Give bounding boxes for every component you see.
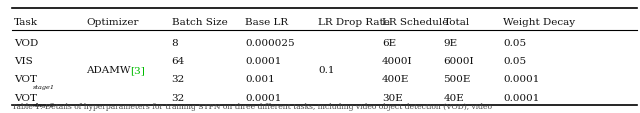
Text: Total: Total xyxy=(444,18,470,27)
Text: Optimizer: Optimizer xyxy=(86,18,139,27)
Text: 6E: 6E xyxy=(382,39,396,47)
Text: 9E: 9E xyxy=(444,39,458,47)
Text: Batch Size: Batch Size xyxy=(172,18,227,27)
Text: stage1: stage1 xyxy=(33,84,55,89)
Text: 0.0001: 0.0001 xyxy=(245,57,282,65)
Text: 400E: 400E xyxy=(382,75,410,84)
Text: 0.1: 0.1 xyxy=(318,66,335,74)
Text: VOD: VOD xyxy=(14,39,38,47)
Text: LR Schedule: LR Schedule xyxy=(382,18,449,27)
Text: 0.001: 0.001 xyxy=(245,75,275,84)
Text: [3]: [3] xyxy=(130,66,145,74)
Text: 0.05: 0.05 xyxy=(503,39,526,47)
Text: Base LR: Base LR xyxy=(245,18,288,27)
Text: 4000I: 4000I xyxy=(382,57,413,65)
Text: 32: 32 xyxy=(172,93,185,102)
Text: 8: 8 xyxy=(172,39,178,47)
Text: 0.0001: 0.0001 xyxy=(245,93,282,102)
Text: VIS: VIS xyxy=(14,57,33,65)
Text: stage2: stage2 xyxy=(33,102,55,107)
Text: ADAMW: ADAMW xyxy=(86,66,134,74)
Text: Task: Task xyxy=(14,18,38,27)
Text: 64: 64 xyxy=(172,57,185,65)
Text: LR Drop Rate: LR Drop Rate xyxy=(318,18,390,27)
Text: 30E: 30E xyxy=(382,93,403,102)
Text: 500E: 500E xyxy=(444,75,471,84)
Text: 0.0001: 0.0001 xyxy=(503,93,540,102)
Text: 0.05: 0.05 xyxy=(503,57,526,65)
Text: 32: 32 xyxy=(172,75,185,84)
Text: 0.0001: 0.0001 xyxy=(503,75,540,84)
Text: Weight Decay: Weight Decay xyxy=(503,18,575,27)
Text: VOT: VOT xyxy=(14,75,37,84)
Text: 0.000025: 0.000025 xyxy=(245,39,295,47)
Text: VOT: VOT xyxy=(14,93,37,102)
Text: Table 1: Details of hyperparameters for training STPN on three different tasks, : Table 1: Details of hyperparameters for … xyxy=(12,102,492,110)
Text: 40E: 40E xyxy=(444,93,464,102)
Text: 6000I: 6000I xyxy=(444,57,474,65)
